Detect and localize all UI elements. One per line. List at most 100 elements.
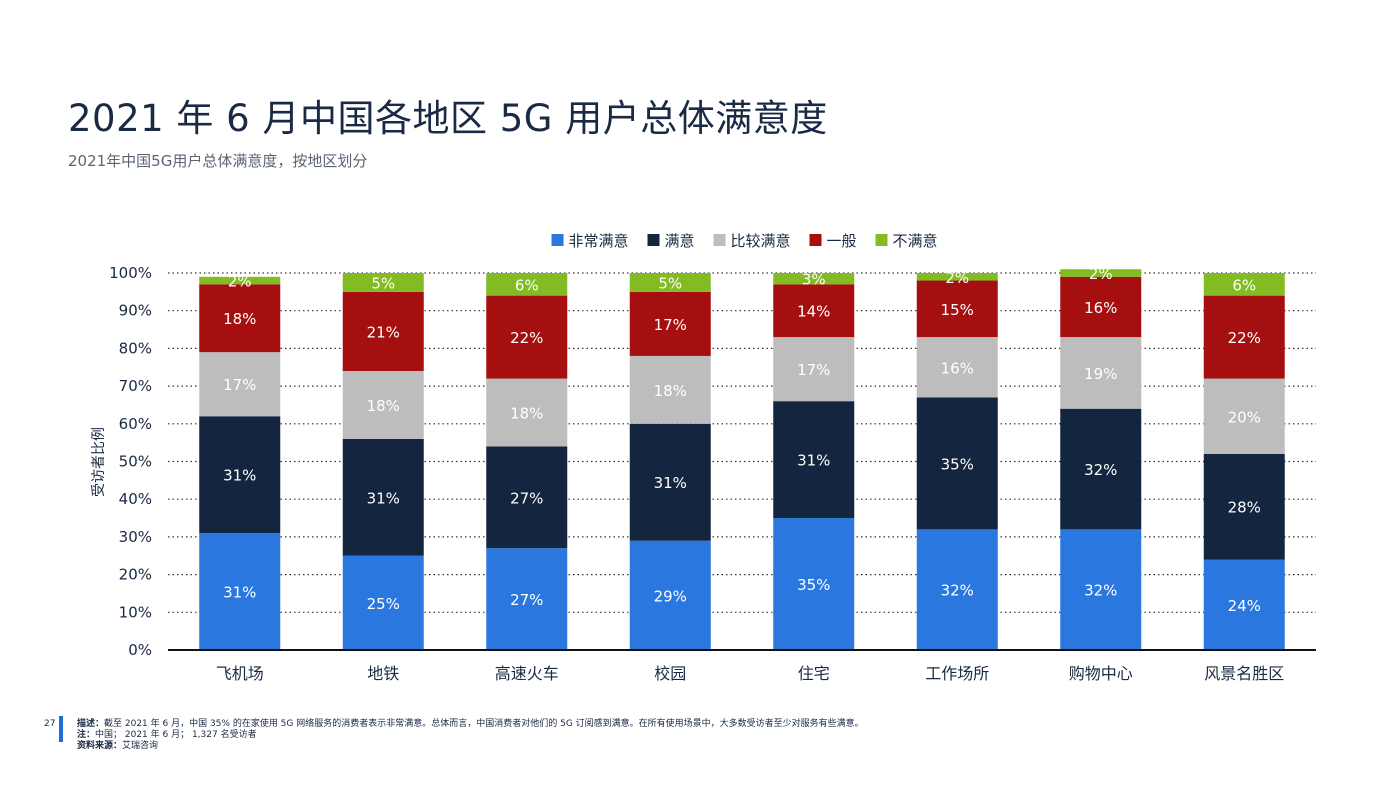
- bar-segment: [342, 371, 424, 439]
- data-label: 2%: [1089, 265, 1113, 283]
- page-title: 2021 年 6 月中国各地区 5G 用户总体满意度: [68, 97, 828, 140]
- data-label: 32%: [1084, 461, 1117, 479]
- x-tick-label: 高速火车: [495, 664, 559, 683]
- bar-stack: 27% 27% 18% 22% 6%: [486, 273, 568, 650]
- bar-segment: [342, 438, 424, 556]
- bar-segment: [773, 273, 855, 285]
- x-axis-ticks: 飞机场 地铁 高速火车 校园 住宅 工作场所 购物中心 风景名胜区: [216, 664, 1285, 683]
- bar-segment: [773, 284, 855, 338]
- y-tick-label: 30%: [119, 528, 152, 546]
- bar-stack: 29% 31% 18% 17% 5%: [629, 273, 711, 650]
- y-tick-label: 0%: [128, 641, 152, 659]
- data-label: 35%: [941, 455, 974, 473]
- bar-segment: [773, 337, 855, 402]
- data-label: 22%: [1228, 329, 1261, 347]
- data-label: 18%: [223, 310, 256, 328]
- bar-segment: [629, 291, 711, 356]
- data-label: 20%: [1228, 408, 1261, 426]
- data-label: 18%: [510, 404, 543, 422]
- footnote-description-label: 描述：: [77, 719, 105, 729]
- legend-item: 不满意: [875, 232, 938, 250]
- bar-segment: [199, 284, 281, 353]
- x-tick-label: 飞机场: [216, 664, 264, 683]
- legend-label: 满意: [665, 232, 695, 250]
- data-label: 22%: [510, 329, 543, 347]
- bar-segment: [199, 416, 281, 534]
- footnote-description-text: 截至 2021 年 6 月，中国 35% 的在家使用 5G 网络服务的消费者表示…: [104, 719, 864, 729]
- legend-swatch: [647, 234, 660, 246]
- data-label: 14%: [797, 303, 830, 321]
- bar-segment: [486, 548, 568, 650]
- footnote-source-label: 资料来源：: [77, 741, 123, 751]
- bar-segment: [916, 273, 998, 281]
- data-label: 16%: [1084, 299, 1117, 317]
- data-label: 31%: [367, 489, 400, 507]
- bar-segment: [1203, 273, 1285, 296]
- data-label: 3%: [802, 271, 826, 289]
- x-tick-label: 风景名胜区: [1204, 664, 1284, 683]
- footnote-source: 资料来源：艾瑞咨询: [77, 741, 158, 752]
- y-tick-label: 100%: [109, 264, 152, 282]
- bar-segment: [1060, 276, 1142, 338]
- page-number-accent: [59, 716, 63, 742]
- bar-segment: [916, 397, 998, 530]
- footnote-source-text: 艾瑞咨询: [122, 741, 159, 751]
- page-number: 27: [44, 719, 56, 729]
- data-label: 31%: [654, 474, 687, 492]
- data-label: 15%: [941, 301, 974, 319]
- bar-segment: [916, 529, 998, 650]
- data-label: 17%: [654, 316, 687, 334]
- data-label: 21%: [367, 323, 400, 341]
- data-label: 19%: [1084, 365, 1117, 383]
- legend-label: 比较满意: [731, 232, 791, 250]
- data-label: 35%: [797, 576, 830, 594]
- data-label: 16%: [941, 359, 974, 377]
- bar-segment: [629, 423, 711, 541]
- legend-swatch: [875, 234, 888, 246]
- x-tick-label: 住宅: [798, 664, 830, 683]
- legend-label: 非常满意: [569, 232, 629, 250]
- bar-segment: [199, 352, 281, 417]
- legend-item: 满意: [647, 232, 695, 250]
- data-label: 25%: [367, 595, 400, 613]
- data-label: 5%: [658, 274, 682, 292]
- y-tick-label: 50%: [119, 453, 152, 471]
- data-label: 27%: [510, 591, 543, 609]
- legend-swatch: [713, 234, 726, 246]
- bar-segment: [1060, 529, 1142, 650]
- legend-item: 一般: [809, 232, 857, 250]
- bar-segment: [199, 276, 281, 285]
- bar-segment: [486, 446, 568, 549]
- legend-swatch: [551, 234, 564, 246]
- bar-segment: [342, 555, 424, 650]
- x-tick-label: 校园: [654, 664, 686, 683]
- bar-segment: [199, 533, 281, 650]
- bar-segment: [629, 355, 711, 424]
- bar-segment: [773, 518, 855, 650]
- bar-segment: [916, 337, 998, 398]
- y-tick-label: 70%: [119, 377, 152, 395]
- bar-segment: [342, 291, 424, 372]
- data-label: 17%: [797, 361, 830, 379]
- data-label: 31%: [797, 452, 830, 470]
- data-label: 29%: [654, 587, 687, 605]
- y-axis-ticks: 0% 10% 20% 30% 40% 50% 60% 70% 80% 90% 100%: [109, 264, 152, 659]
- x-tick-label: 工作场所: [925, 664, 989, 683]
- y-axis-label: 受访者比例: [91, 427, 107, 497]
- bar-segment: [916, 280, 998, 338]
- bar-stack: 25% 31% 18% 21% 5%: [342, 273, 424, 650]
- page-subtitle: 2021年中国5G用户总体满意度，按地区划分: [68, 152, 368, 170]
- y-tick-label: 90%: [119, 302, 152, 320]
- legend-swatch: [809, 234, 822, 246]
- data-label: 18%: [654, 382, 687, 400]
- bar-segment: [486, 295, 568, 379]
- footnote-note-label: 注：: [77, 730, 96, 740]
- data-label: 5%: [371, 274, 395, 292]
- data-label: 2%: [945, 269, 969, 287]
- legend-label: 一般: [827, 232, 857, 250]
- x-tick-label: 地铁: [367, 664, 399, 683]
- data-label: 31%: [223, 584, 256, 602]
- legend-item: 非常满意: [551, 232, 629, 250]
- bar-stack: 24% 28% 20% 22% 6%: [1203, 273, 1285, 650]
